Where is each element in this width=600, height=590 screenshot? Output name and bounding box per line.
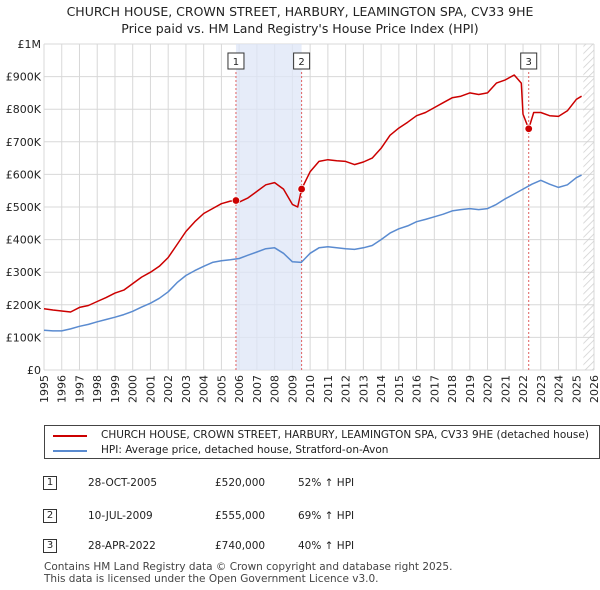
x-tick-label: 2003 bbox=[180, 375, 193, 403]
x-tick-label: 2011 bbox=[322, 375, 335, 403]
sale-number-box bbox=[227, 52, 245, 70]
y-tick-label: £300K bbox=[6, 266, 42, 279]
x-tick-label: 2005 bbox=[215, 375, 228, 403]
sale-marker bbox=[231, 196, 241, 205]
x-tick-label: 2015 bbox=[393, 375, 406, 403]
x-tick-label: 2023 bbox=[535, 375, 548, 403]
x-tick-label: 2001 bbox=[144, 375, 157, 403]
shaded-spans bbox=[235, 44, 302, 370]
sale-vlines: 1 2 3 bbox=[227, 52, 538, 370]
footer-copyright: Contains HM Land Registry data © Crown c… bbox=[44, 561, 453, 573]
sale-number-label: 1 bbox=[233, 57, 239, 68]
sale-number: 1 bbox=[43, 476, 57, 490]
series-lines bbox=[43, 74, 582, 332]
y-tick-labels: £0 £100K £200K £300K £400K £500K £600K £700K £80… bbox=[6, 38, 42, 377]
x-tick-label: 2002 bbox=[162, 375, 175, 403]
x-tick-label: 1999 bbox=[109, 375, 122, 403]
x-tick-label: 2026 bbox=[588, 375, 600, 403]
grid bbox=[43, 43, 595, 371]
sale-row-3: 3 28-APR-2022 £740,000 40% ↑ HPI bbox=[0, 537, 600, 559]
y-tick-label: £1M bbox=[18, 38, 42, 51]
x-tick-label: 2007 bbox=[251, 375, 264, 403]
sale-price: £555,000 bbox=[215, 510, 266, 522]
sale-date: 28-APR-2022 bbox=[88, 540, 156, 552]
y-tick-label: £500K bbox=[6, 201, 42, 214]
y-tick-label: £700K bbox=[6, 136, 42, 149]
sale-row-1: 1 28-OCT-2005 £520,000 52% ↑ HPI bbox=[0, 474, 600, 496]
chart-subtitle: Price paid vs. HM Land Registry's House … bbox=[121, 21, 479, 36]
x-tick-label: 2022 bbox=[517, 375, 530, 403]
y-tick-label: £200K bbox=[6, 299, 42, 312]
x-tick-label: 2021 bbox=[499, 375, 512, 403]
x-tick-label: 2020 bbox=[482, 375, 495, 403]
sale-number: 3 bbox=[43, 539, 57, 553]
x-tick-label: 1998 bbox=[91, 375, 104, 403]
sale-number-label: 2 bbox=[298, 57, 304, 68]
x-tick-label: 2014 bbox=[375, 375, 388, 403]
sale-date: 10-JUL-2009 bbox=[88, 510, 153, 522]
future-hatch bbox=[583, 44, 594, 370]
legend-label-property: CHURCH HOUSE, CROWN STREET, HARBURY, LEA… bbox=[101, 429, 589, 441]
x-tick-label: 2025 bbox=[570, 375, 583, 403]
x-tick-label: 2024 bbox=[553, 375, 566, 403]
sale-number: 2 bbox=[43, 509, 57, 523]
x-tick-label: 2018 bbox=[446, 375, 459, 403]
y-tick-label: £400K bbox=[6, 234, 42, 247]
ownership-span bbox=[235, 44, 302, 370]
sale-number-box bbox=[293, 52, 311, 70]
x-tick-labels: 1995 1996 1997 1998 1999 2000 2001 2002 2003 2004… bbox=[38, 375, 600, 403]
y-tick-label: £600K bbox=[6, 168, 42, 181]
legend-swatch-property bbox=[53, 435, 87, 437]
legend-label-hpi: HPI: Average price, detached house, Stra… bbox=[101, 444, 389, 456]
x-tick-label: 2019 bbox=[464, 375, 477, 403]
property-price-line bbox=[43, 74, 582, 313]
sale-marker bbox=[297, 184, 306, 194]
x-tick-label: 1995 bbox=[38, 375, 51, 403]
x-tick-label: 1996 bbox=[56, 375, 69, 403]
sale-number-box bbox=[520, 52, 538, 70]
y-tick-label: £0 bbox=[27, 364, 41, 377]
sale-price: £520,000 bbox=[215, 477, 266, 489]
legend-swatch-hpi bbox=[53, 450, 87, 452]
sale-date: 28-OCT-2005 bbox=[88, 477, 157, 489]
future-region bbox=[583, 44, 594, 370]
sale-hpi-change: 69% ↑ HPI bbox=[298, 510, 355, 522]
legend: CHURCH HOUSE, CROWN STREET, HARBURY, LEA… bbox=[44, 425, 600, 459]
sale-price: £740,000 bbox=[215, 540, 266, 552]
x-tick-label: 2012 bbox=[340, 375, 353, 403]
sale-row-2: 2 10-JUL-2009 £555,000 69% ↑ HPI bbox=[0, 507, 600, 529]
sale-marker bbox=[524, 124, 533, 133]
sale-markers bbox=[231, 124, 533, 205]
x-tick-label: 2013 bbox=[357, 375, 370, 403]
x-tick-label: 2004 bbox=[198, 375, 211, 403]
chart-title: CHURCH HOUSE, CROWN STREET, HARBURY, LEA… bbox=[66, 4, 534, 19]
x-tick-label: 2006 bbox=[233, 375, 246, 403]
hpi-line bbox=[43, 174, 582, 332]
y-tick-label: £100K bbox=[6, 331, 42, 344]
x-tick-label: 2000 bbox=[127, 375, 140, 403]
sale-hpi-change: 52% ↑ HPI bbox=[298, 477, 355, 489]
y-tick-label: £900K bbox=[6, 71, 42, 84]
x-tick-label: 2017 bbox=[428, 375, 441, 403]
x-tick-label: 2008 bbox=[269, 375, 282, 403]
footer-license: This data is licensed under the Open Gov… bbox=[44, 573, 379, 585]
x-tick-label: 1997 bbox=[73, 375, 86, 403]
x-tick-label: 2010 bbox=[304, 375, 317, 403]
price-chart: 1 2 3 £0 £100K £200K £300K £400K £500K £600K £700… bbox=[6, 38, 600, 403]
y-tick-label: £800K bbox=[6, 103, 42, 116]
x-tick-label: 2009 bbox=[286, 375, 299, 403]
sale-hpi-change: 40% ↑ HPI bbox=[298, 540, 355, 552]
sale-number-label: 3 bbox=[526, 57, 532, 68]
x-tick-label: 2016 bbox=[411, 375, 424, 403]
